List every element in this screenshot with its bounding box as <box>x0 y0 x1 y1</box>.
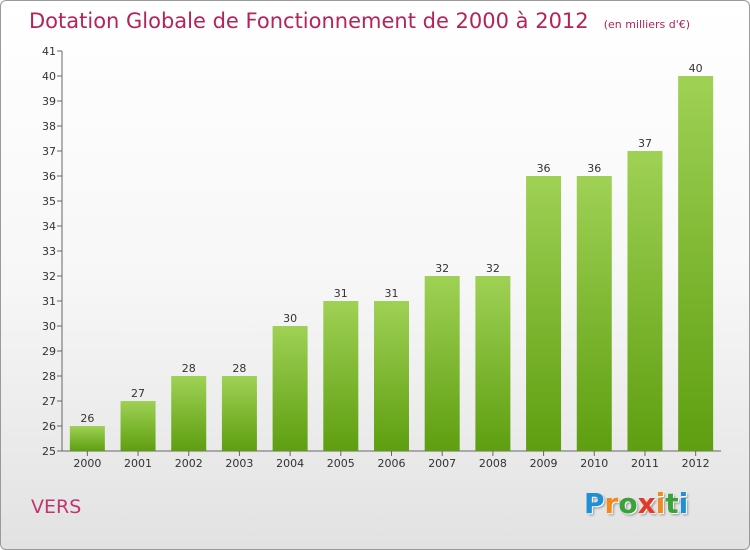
y-tick-label: 35 <box>42 195 56 208</box>
y-tick-label: 40 <box>42 70 56 83</box>
bar <box>323 301 359 451</box>
logo-letter: t <box>665 487 679 520</box>
bar <box>424 276 460 451</box>
bar <box>171 376 207 451</box>
logo-letter: i <box>655 487 666 520</box>
proxiti-logo: Proxiti <box>584 487 688 520</box>
chart-subtitle: (en milliers d'€) <box>603 18 691 31</box>
x-tick-label: 2002 <box>175 457 203 470</box>
y-tick-label: 36 <box>42 170 56 183</box>
logo-letter: P <box>584 487 605 520</box>
bar-value-label: 40 <box>689 62 703 75</box>
logo-letter: o <box>618 487 638 520</box>
y-tick-label: 30 <box>42 320 56 333</box>
y-tick-label: 41 <box>42 45 56 58</box>
y-tick-label: 39 <box>42 95 56 108</box>
y-tick-label: 29 <box>42 345 56 358</box>
bars: 26 27 28 28 30 31 31 32 32 36 36 37 40 <box>69 62 714 451</box>
logo-letter: i <box>678 487 689 520</box>
bar <box>475 276 511 451</box>
x-tick-label: 2003 <box>225 457 253 470</box>
bar-value-label: 31 <box>385 287 399 300</box>
x-tick-label: 2001 <box>124 457 152 470</box>
logo-letter: x <box>637 487 656 520</box>
y-tick-label: 38 <box>42 120 56 133</box>
y-axis: 25 26 27 28 29 30 31 32 33 34 35 36 37 38 39 40 41 <box>42 45 63 458</box>
x-tick-label: 2008 <box>479 457 507 470</box>
bar-value-label: 30 <box>283 312 297 325</box>
bar-value-label: 28 <box>232 362 246 375</box>
bar-value-label: 27 <box>131 387 145 400</box>
x-tick-label: 2006 <box>378 457 406 470</box>
x-tick-label: 2004 <box>276 457 304 470</box>
x-tick-label: 2000 <box>73 457 101 470</box>
y-tick-label: 28 <box>42 370 56 383</box>
commune-label: VERS <box>31 496 82 518</box>
x-tick-label: 2009 <box>530 457 558 470</box>
title-row: Dotation Globale de Fonctionnement de 20… <box>29 9 690 33</box>
bar-value-label: 32 <box>435 262 449 275</box>
x-tick-label: 2012 <box>682 457 710 470</box>
bar-value-label: 36 <box>587 162 601 175</box>
y-tick-label: 37 <box>42 145 56 158</box>
y-tick-label: 27 <box>42 395 56 408</box>
y-tick-label: 34 <box>42 220 56 233</box>
y-tick-label: 32 <box>42 270 56 283</box>
bar <box>221 376 257 451</box>
y-tick-label: 26 <box>42 420 56 433</box>
x-axis: 2000 2001 2002 2003 2004 2005 2006 2007 2008 2009… <box>62 450 721 470</box>
bar-value-label: 28 <box>182 362 196 375</box>
bar <box>374 301 409 451</box>
bar-value-label: 36 <box>537 162 551 175</box>
bar <box>272 326 308 451</box>
y-tick-label: 31 <box>42 295 56 308</box>
y-tick-label: 33 <box>42 245 56 258</box>
bar <box>678 76 714 451</box>
bar-value-label: 37 <box>638 137 652 150</box>
bar <box>526 176 562 451</box>
logo-letter: r <box>604 487 619 520</box>
x-tick-label: 2010 <box>580 457 608 470</box>
bar <box>69 426 105 451</box>
bar <box>120 401 156 451</box>
chart-title: Dotation Globale de Fonctionnement de 20… <box>29 9 589 33</box>
bar-value-label: 32 <box>486 262 500 275</box>
x-tick-label: 2011 <box>631 457 659 470</box>
bar <box>627 151 663 451</box>
x-tick-label: 2005 <box>327 457 355 470</box>
x-tick-label: 2007 <box>428 457 456 470</box>
bar-value-label: 26 <box>80 412 94 425</box>
bar-value-label: 31 <box>334 287 348 300</box>
bar <box>576 176 612 451</box>
y-tick-label: 25 <box>42 445 56 458</box>
